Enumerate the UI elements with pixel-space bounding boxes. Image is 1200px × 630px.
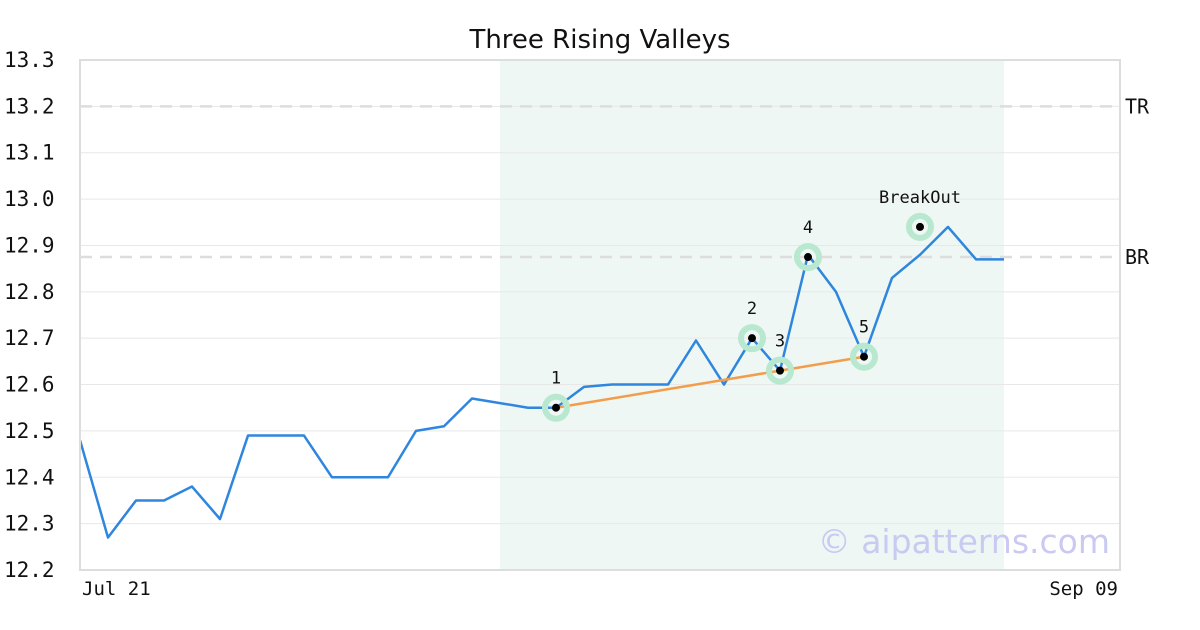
pattern-point-dot bbox=[804, 253, 812, 262]
highlight-band-layer bbox=[500, 60, 1004, 570]
pattern-point-label: 3 bbox=[775, 332, 785, 352]
pattern-point-label: 4 bbox=[803, 218, 813, 238]
pattern-point-ring bbox=[766, 356, 794, 385]
y-tick-label: 12.5 bbox=[4, 419, 55, 443]
pattern-point-ring bbox=[850, 342, 878, 371]
pattern-point-label: BreakOut bbox=[879, 188, 961, 208]
y-tick-label: 12.2 bbox=[4, 558, 55, 582]
y-tick-label: 12.9 bbox=[4, 233, 55, 257]
y-tick-label: 12.6 bbox=[4, 373, 55, 397]
pattern-point-ring bbox=[542, 393, 570, 422]
pattern-point-label: 1 bbox=[551, 369, 561, 389]
pattern-point-ring bbox=[906, 212, 934, 241]
y-tick-label: 13.3 bbox=[4, 48, 55, 72]
highlight-band bbox=[500, 60, 1004, 570]
support-line bbox=[555, 355, 865, 409]
pattern-point-ring bbox=[738, 324, 766, 353]
y-tick-label: 12.7 bbox=[4, 326, 55, 350]
chart-title: Three Rising Valleys bbox=[468, 25, 730, 55]
pattern-point-label: 5 bbox=[859, 318, 869, 338]
pattern-point-ring bbox=[794, 243, 822, 272]
pattern-point-dot bbox=[748, 334, 756, 343]
pattern-point-label: 2 bbox=[747, 299, 757, 319]
y-tick-label: 12.3 bbox=[4, 512, 55, 536]
plot-frame bbox=[79, 59, 1121, 571]
horizontal-lines-layer: TR BR bbox=[80, 94, 1150, 269]
support-line-layer bbox=[555, 355, 865, 409]
y-axis-ticks: 12.2 12.3 12.4 12.5 12.6 12.7 12.8 12.9 13.0 13.1… bbox=[4, 48, 55, 582]
y-tick-label: 12.4 bbox=[4, 465, 55, 489]
x-tick-label: Jul 21 bbox=[82, 578, 151, 600]
pattern-point-dot bbox=[552, 403, 560, 412]
y-tick-label: 13.0 bbox=[4, 187, 55, 211]
y-tick-label: 12.8 bbox=[4, 280, 55, 304]
y-tick-label: 13.1 bbox=[4, 141, 55, 165]
x-axis-ticks: Jul 21 Sep 09 bbox=[82, 578, 1118, 600]
reference-line-label: BR bbox=[1125, 245, 1150, 269]
pattern-point-dot bbox=[776, 366, 784, 375]
pattern-point-dot bbox=[860, 352, 868, 361]
watermark: © aipatterns.com bbox=[818, 522, 1110, 561]
reference-line-label: TR bbox=[1125, 94, 1150, 118]
pattern-point-dot bbox=[916, 222, 924, 231]
x-tick-label: Sep 09 bbox=[1049, 578, 1118, 600]
y-tick-label: 13.2 bbox=[4, 94, 55, 118]
